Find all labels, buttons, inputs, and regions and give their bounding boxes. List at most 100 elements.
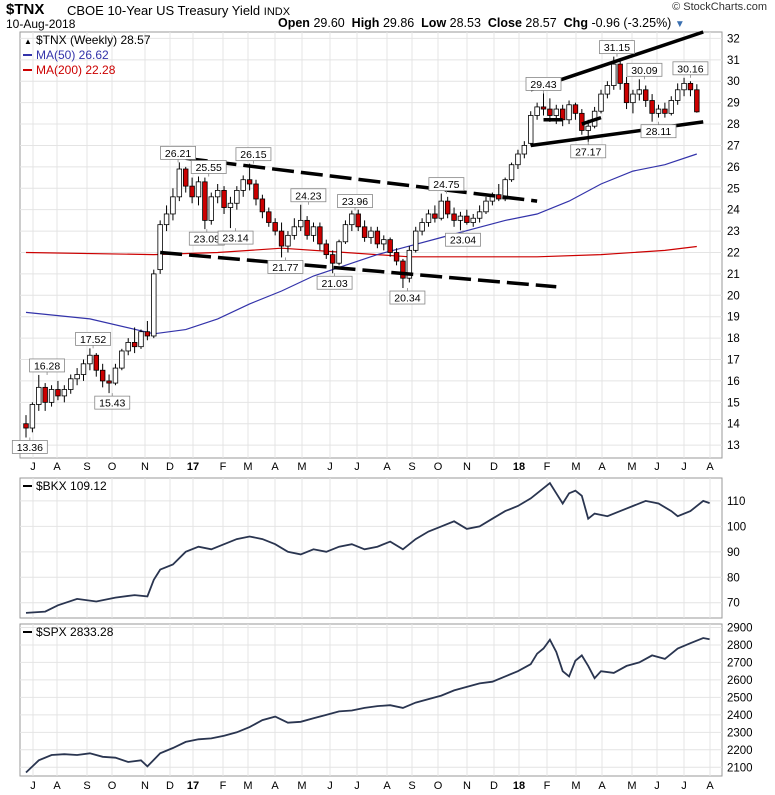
legend-label: $TNX (Weekly) 28.57 <box>36 33 151 47</box>
candle-down <box>496 194 502 200</box>
candle-down <box>617 63 623 84</box>
candle-up <box>157 224 163 271</box>
candle-up <box>336 241 342 264</box>
chg-value: -0.96 (-3.25%) <box>591 16 672 30</box>
x-tick-label: A <box>598 780 606 792</box>
x-tick-label: J <box>354 780 360 792</box>
candle-down <box>304 219 310 236</box>
candle-down <box>432 213 438 219</box>
annotation-box <box>29 358 65 373</box>
x-tick-label: 17 <box>187 461 199 473</box>
y-tick-label: 70 <box>727 598 740 610</box>
y-tick-label: 20 <box>727 290 740 302</box>
candle-up <box>553 108 559 116</box>
candle-down <box>266 211 272 223</box>
x-tick-label: A <box>706 780 714 792</box>
candle-up <box>119 350 125 369</box>
annotation-box <box>525 77 562 91</box>
annotation-box <box>626 62 663 77</box>
candle-up <box>508 164 515 181</box>
annotation-label: 17.52 <box>80 334 106 346</box>
candle-up <box>457 215 464 221</box>
candle-down <box>106 380 112 384</box>
annotation-label: 23.96 <box>342 196 368 208</box>
candle-down <box>246 179 253 185</box>
panel-frame-2 <box>19 623 723 777</box>
candle-up <box>515 153 521 166</box>
y-tick-label: 24 <box>727 205 740 217</box>
chevron-down-icon[interactable]: ▼ <box>674 19 685 30</box>
high-label: High <box>351 16 380 30</box>
candle-up <box>406 249 413 279</box>
y-tick-label: 18 <box>727 333 740 345</box>
y-tick-label: 2500 <box>727 692 753 704</box>
y-tick-label: 2800 <box>727 640 753 652</box>
candle-up <box>87 354 93 365</box>
stockcharts-logo: © StockCharts.com <box>672 1 767 13</box>
x-tick-label: D <box>166 461 174 473</box>
x-tick-label: A <box>53 780 61 792</box>
candle-up <box>483 200 489 213</box>
candle-up <box>195 181 202 198</box>
exchange-label: INDX <box>263 6 291 18</box>
x-tick-label: F <box>544 461 551 473</box>
x-tick-label: J <box>654 461 660 473</box>
y-tick-label: 15 <box>727 397 740 409</box>
annotation-label: 30.16 <box>677 63 703 75</box>
low-value: 28.53 <box>449 16 481 30</box>
trendline <box>185 156 538 203</box>
annotation-label: 23.14 <box>222 233 248 245</box>
candle-down <box>547 108 553 116</box>
annotation-label: 27.17 <box>575 146 601 158</box>
x-tick-label: S <box>83 461 90 473</box>
x-tick-label: O <box>434 461 443 473</box>
x-tick-label: J <box>327 780 333 792</box>
candle-up <box>636 89 643 95</box>
candle-up <box>227 202 234 208</box>
y-tick-label: 22 <box>727 247 740 259</box>
instrument-name: CBOE 10-Year US Treasury Yield INDX <box>67 3 290 18</box>
candle-up <box>80 363 87 375</box>
candle-up <box>674 89 681 101</box>
y-tick-label: 19 <box>727 312 740 324</box>
annotation-box <box>445 232 481 247</box>
candle-down <box>259 198 266 213</box>
candle-up <box>170 196 176 215</box>
candle-up <box>630 93 636 104</box>
candle-up <box>534 106 540 116</box>
candle-down <box>540 106 547 110</box>
candle-down <box>317 226 323 245</box>
x-tick-label: D <box>490 780 498 792</box>
candle-down <box>444 200 451 215</box>
candle-down <box>329 254 336 264</box>
x-tick-label: M <box>571 780 580 792</box>
annotation-box <box>316 275 353 290</box>
x-tick-label: A <box>271 780 279 792</box>
candle-down <box>649 100 655 114</box>
y-tick-label: 31 <box>727 55 740 67</box>
y-tick-label: 110 <box>727 496 745 508</box>
ticker-symbol: $TNX <box>6 1 45 18</box>
open-label: Open <box>278 16 310 30</box>
x-tick-label: A <box>598 461 606 473</box>
candle-down <box>23 423 29 429</box>
x-tick-label: F <box>220 780 227 792</box>
candle-up <box>240 179 246 191</box>
y-tick-label: 2900 <box>727 622 753 634</box>
x-tick-label: N <box>141 461 149 473</box>
annotation-label: 24.75 <box>433 179 459 191</box>
candle-up <box>349 213 355 226</box>
x-tick-label: O <box>108 461 117 473</box>
candle-down <box>144 331 151 337</box>
candle-up <box>342 224 349 243</box>
candle-up <box>68 378 74 390</box>
annotation-label: 26.15 <box>240 149 266 161</box>
candle-up <box>470 217 476 223</box>
x-tick-label: M <box>243 461 252 473</box>
candle-up <box>528 115 534 144</box>
y-tick-label: 25 <box>727 183 740 195</box>
y-tick-label: 26 <box>727 162 740 174</box>
candle-up <box>681 82 687 91</box>
y-tick-label: 21 <box>727 269 740 281</box>
